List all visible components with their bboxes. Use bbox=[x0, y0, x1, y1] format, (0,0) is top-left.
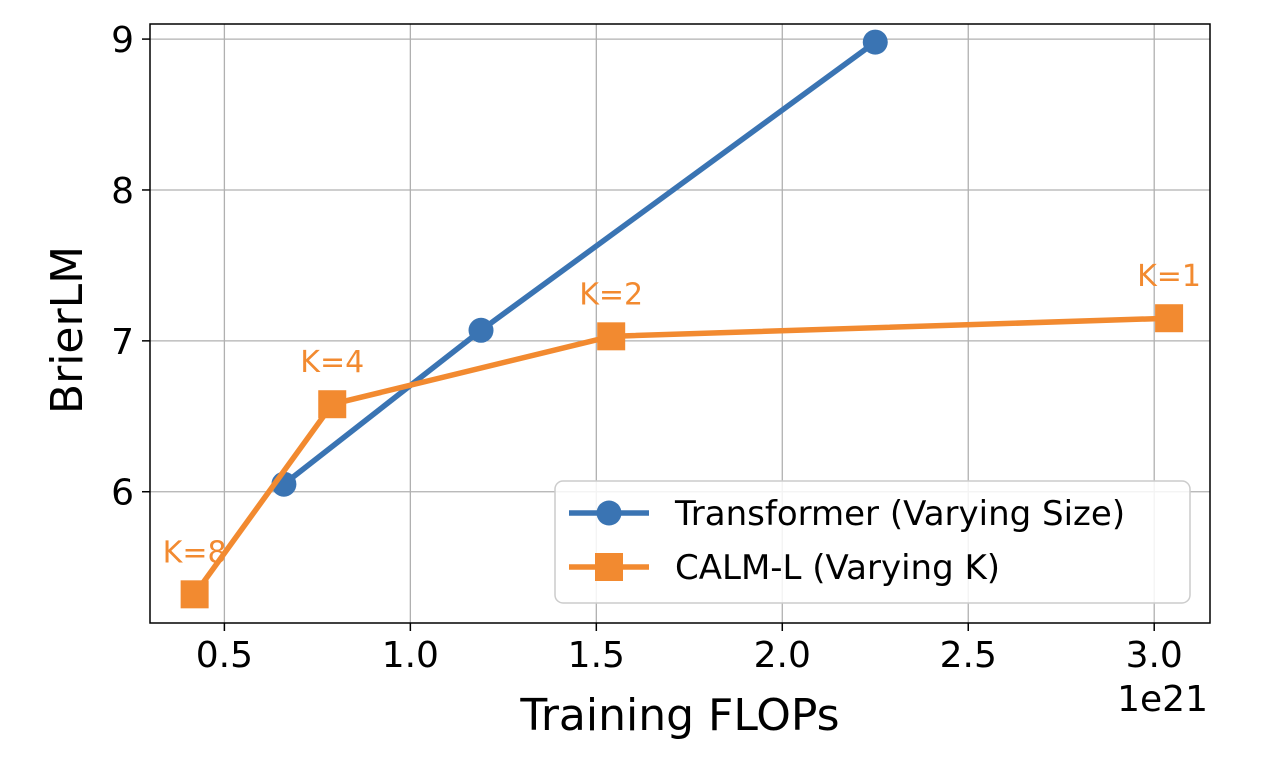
x-tick-label: 3.0 bbox=[1126, 635, 1183, 676]
point-label: K=1 bbox=[1137, 259, 1201, 294]
series-layer bbox=[180, 29, 1184, 609]
axis-ticks: 0.5 1.0 1.5 2.0 2.5 3.0 6 7 8 9 bbox=[111, 20, 1183, 676]
y-tick-label: 7 bbox=[111, 322, 134, 363]
y-tick-label: 8 bbox=[111, 171, 134, 212]
legend-box bbox=[554, 480, 1191, 604]
x-axis-label: Training FLOPs bbox=[519, 690, 839, 741]
point-annotations: K=8 K=4 K=2 K=1 bbox=[163, 259, 1201, 570]
data-point bbox=[597, 322, 626, 351]
x-axis-offset-label: 1e21 bbox=[1117, 679, 1208, 720]
legend-label: Transformer (Varying Size) bbox=[674, 494, 1125, 534]
x-tick-label: 0.5 bbox=[196, 635, 253, 676]
series-line bbox=[192, 315, 1170, 596]
data-point bbox=[468, 317, 494, 343]
x-tick-label: 1.5 bbox=[568, 635, 625, 676]
legend-label: CALM-L (Varying K) bbox=[675, 548, 1000, 588]
legend-item: CALM-L (Varying K) bbox=[569, 548, 1000, 588]
point-label: K=8 bbox=[163, 535, 227, 570]
plot-frame bbox=[149, 23, 1211, 624]
series-calm-l bbox=[180, 304, 1184, 609]
series-line bbox=[282, 39, 877, 487]
y-axis-label: BrierLM bbox=[42, 246, 93, 414]
legend-marker bbox=[596, 500, 622, 526]
legend-item: Transformer (Varying Size) bbox=[569, 494, 1125, 534]
x-tick-label: 2.0 bbox=[754, 635, 811, 676]
legend-marker bbox=[595, 553, 623, 581]
data-point bbox=[862, 29, 888, 55]
data-point bbox=[180, 580, 209, 609]
point-label: K=2 bbox=[579, 277, 643, 312]
x-tick-label: 1.0 bbox=[382, 635, 439, 676]
x-tick-label: 2.5 bbox=[940, 635, 997, 676]
data-point bbox=[1155, 304, 1184, 333]
y-tick-label: 9 bbox=[111, 20, 134, 61]
series-transformer bbox=[271, 29, 888, 497]
legend: Transformer (Varying Size) CALM-L (Varyin… bbox=[554, 480, 1191, 604]
y-tick-label: 6 bbox=[111, 473, 134, 514]
data-point bbox=[318, 390, 347, 419]
point-label: K=4 bbox=[300, 345, 364, 380]
